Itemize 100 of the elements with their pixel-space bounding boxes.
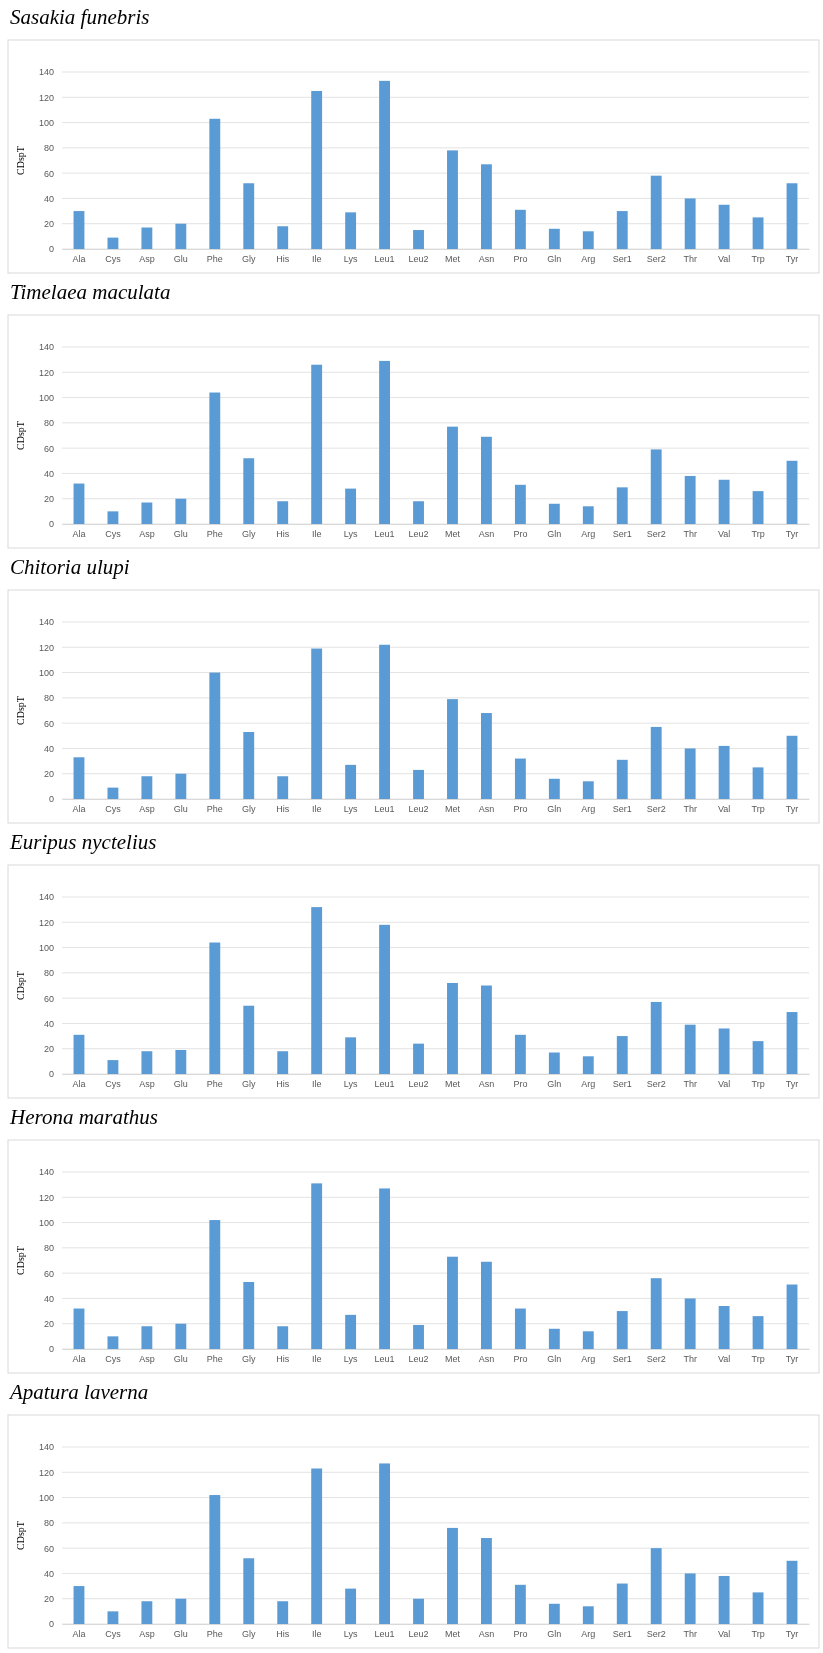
y-tick-label: 40 [43,1568,54,1579]
bar [379,1188,390,1349]
bar [616,1311,628,1349]
bar [786,1560,798,1624]
y-tick-label: 140 [38,1167,54,1178]
x-tick-label: Thr [683,1354,697,1365]
y-tick-label: 140 [38,892,54,903]
x-tick-label: Ile [311,529,322,540]
bar [107,1336,119,1349]
x-tick-label: Ser1 [612,804,632,815]
bar [718,1575,730,1624]
y-tick-label: 20 [43,1319,54,1330]
x-tick-label: Asp [139,1629,155,1640]
bar [345,488,357,524]
bar [413,1598,424,1624]
x-tick-label: Gln [547,804,562,815]
bar [141,502,153,524]
x-tick-label: Lys [343,1629,358,1640]
bar [481,1261,492,1349]
x-tick-label: Met [444,1079,461,1090]
bar [141,1326,153,1349]
bar [718,1306,730,1349]
bar [107,1611,119,1624]
x-tick-label: Ile [311,1354,322,1365]
chart-title: Herona marathus [9,1105,158,1129]
bar [548,1052,560,1074]
x-tick-label: Phe [206,1354,223,1365]
x-tick-label: Ser1 [612,1079,632,1090]
y-tick-label: 40 [43,468,54,479]
x-tick-label: Trp [751,1629,765,1640]
x-tick-label: Cys [105,1629,122,1640]
y-tick-label: 20 [43,769,54,780]
x-tick-label: Ala [72,1629,86,1640]
bar [243,183,255,249]
x-tick-label: Gly [242,1629,256,1640]
x-tick-label: Thr [683,1079,697,1090]
x-tick-label: Phe [206,254,223,265]
x-tick-label: His [276,804,290,815]
x-tick-label: Leu1 [374,804,395,815]
x-tick-label: Trp [751,1354,765,1365]
bar [447,150,458,249]
x-tick-label: Ser2 [646,1354,666,1365]
bar [481,985,492,1074]
x-tick-label: Asn [478,529,495,540]
bar [786,1012,798,1074]
bar [514,1308,526,1349]
x-tick-label: Tyr [785,254,799,265]
bar [481,164,492,249]
x-tick-label: Met [444,1629,461,1640]
x-tick-label: Asp [139,804,155,815]
x-tick-label: Glu [173,1079,188,1090]
y-tick-label: 40 [43,1018,54,1029]
bar [582,506,594,524]
y-tick-label: 20 [43,1044,54,1055]
x-tick-label: Gly [242,1354,256,1365]
x-tick-label: Trp [751,254,765,265]
bar [548,778,560,799]
x-tick-label: Asp [139,1079,155,1090]
bar [379,360,390,524]
bar [379,80,390,249]
bar [311,907,323,1074]
x-tick-label: Val [717,254,731,265]
x-tick-label: Cys [105,1354,122,1365]
x-tick-label: Leu2 [408,254,429,265]
bar [650,449,662,524]
bar [413,501,424,524]
y-axis-title: CDspT [15,1521,26,1550]
bar [582,781,594,799]
bar [277,1601,289,1624]
chart-title: Timelaea maculata [10,280,171,304]
x-tick-label: Ser1 [612,529,632,540]
bar [786,735,798,799]
x-tick-label: Ala [72,254,86,265]
x-tick-label: His [276,254,290,265]
bar [345,1037,357,1074]
y-axis-title: CDspT [15,146,26,175]
x-tick-label: Lys [343,1079,358,1090]
y-tick-label: 100 [38,392,54,403]
y-tick-label: 120 [38,367,54,378]
x-tick-label: Ser1 [612,1354,632,1365]
bar [73,211,85,249]
x-tick-label: Cys [105,254,122,265]
x-tick-label: Arg [581,529,596,540]
x-tick-label: Tyr [785,529,799,540]
y-tick-label: 120 [38,917,54,928]
x-tick-label: Asn [478,1079,495,1090]
bar [141,1601,153,1624]
bar [345,1314,357,1349]
x-tick-label: Met [444,254,461,265]
x-tick-label: Ala [72,529,86,540]
x-tick-label: Lys [343,254,358,265]
bar [718,1028,730,1074]
bar [514,1584,526,1624]
bar [481,436,492,524]
x-tick-label: Gln [547,529,562,540]
y-tick-label: 100 [38,667,54,678]
x-tick-label: Gly [242,1079,256,1090]
x-tick-label: Met [444,1354,461,1365]
y-tick-label: 120 [38,642,54,653]
bar [786,183,798,249]
